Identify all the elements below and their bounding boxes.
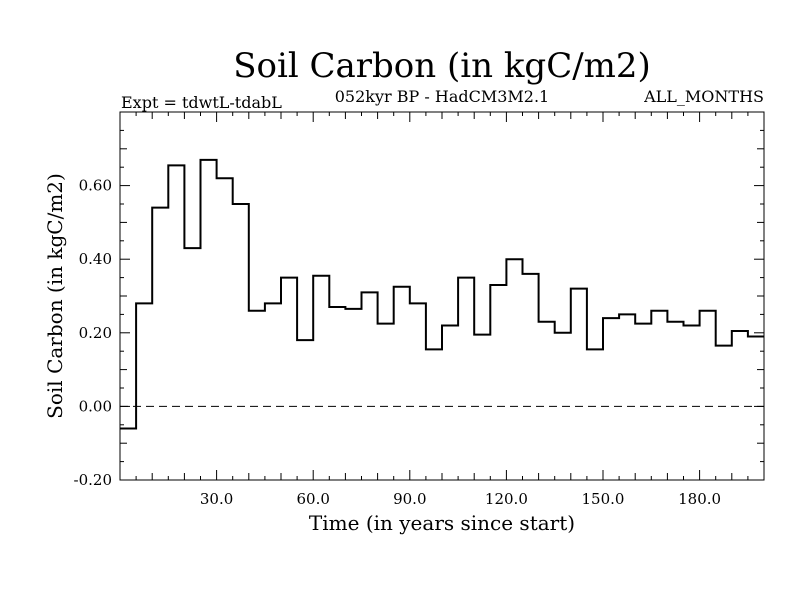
y-tick-label: 0.60 — [79, 177, 112, 195]
x-tick-label: 60.0 — [296, 490, 329, 508]
y-tick-label: 0.40 — [79, 250, 112, 268]
model-label: 052kyr BP - HadCM3M2.1 — [335, 87, 549, 106]
x-axis-label: Time (in years since start) — [309, 511, 575, 535]
experiment-label: Expt = tdwtL-tdabL — [121, 93, 282, 112]
y-tick-label: 0.00 — [79, 397, 112, 415]
tick-labels: 30.0 60.0 90.0 120.0 150.0 180.0 -0.20 0.00 0.20… — [74, 177, 722, 508]
y-tick-label: -0.20 — [74, 471, 112, 489]
months-label: ALL_MONTHS — [643, 87, 764, 106]
soil-carbon-series-line — [120, 158, 764, 430]
axis-ticks — [120, 112, 764, 480]
chart-title: Soil Carbon (in kgC/m2) — [233, 46, 651, 86]
x-tick-label: 30.0 — [200, 490, 233, 508]
x-tick-label: 90.0 — [393, 490, 426, 508]
y-tick-label: 0.20 — [79, 324, 112, 342]
x-tick-label: 120.0 — [485, 490, 528, 508]
x-tick-label: 180.0 — [678, 490, 721, 508]
y-axis-label: Soil Carbon (in kgC/m2) — [43, 173, 67, 419]
x-tick-label: 150.0 — [582, 490, 625, 508]
